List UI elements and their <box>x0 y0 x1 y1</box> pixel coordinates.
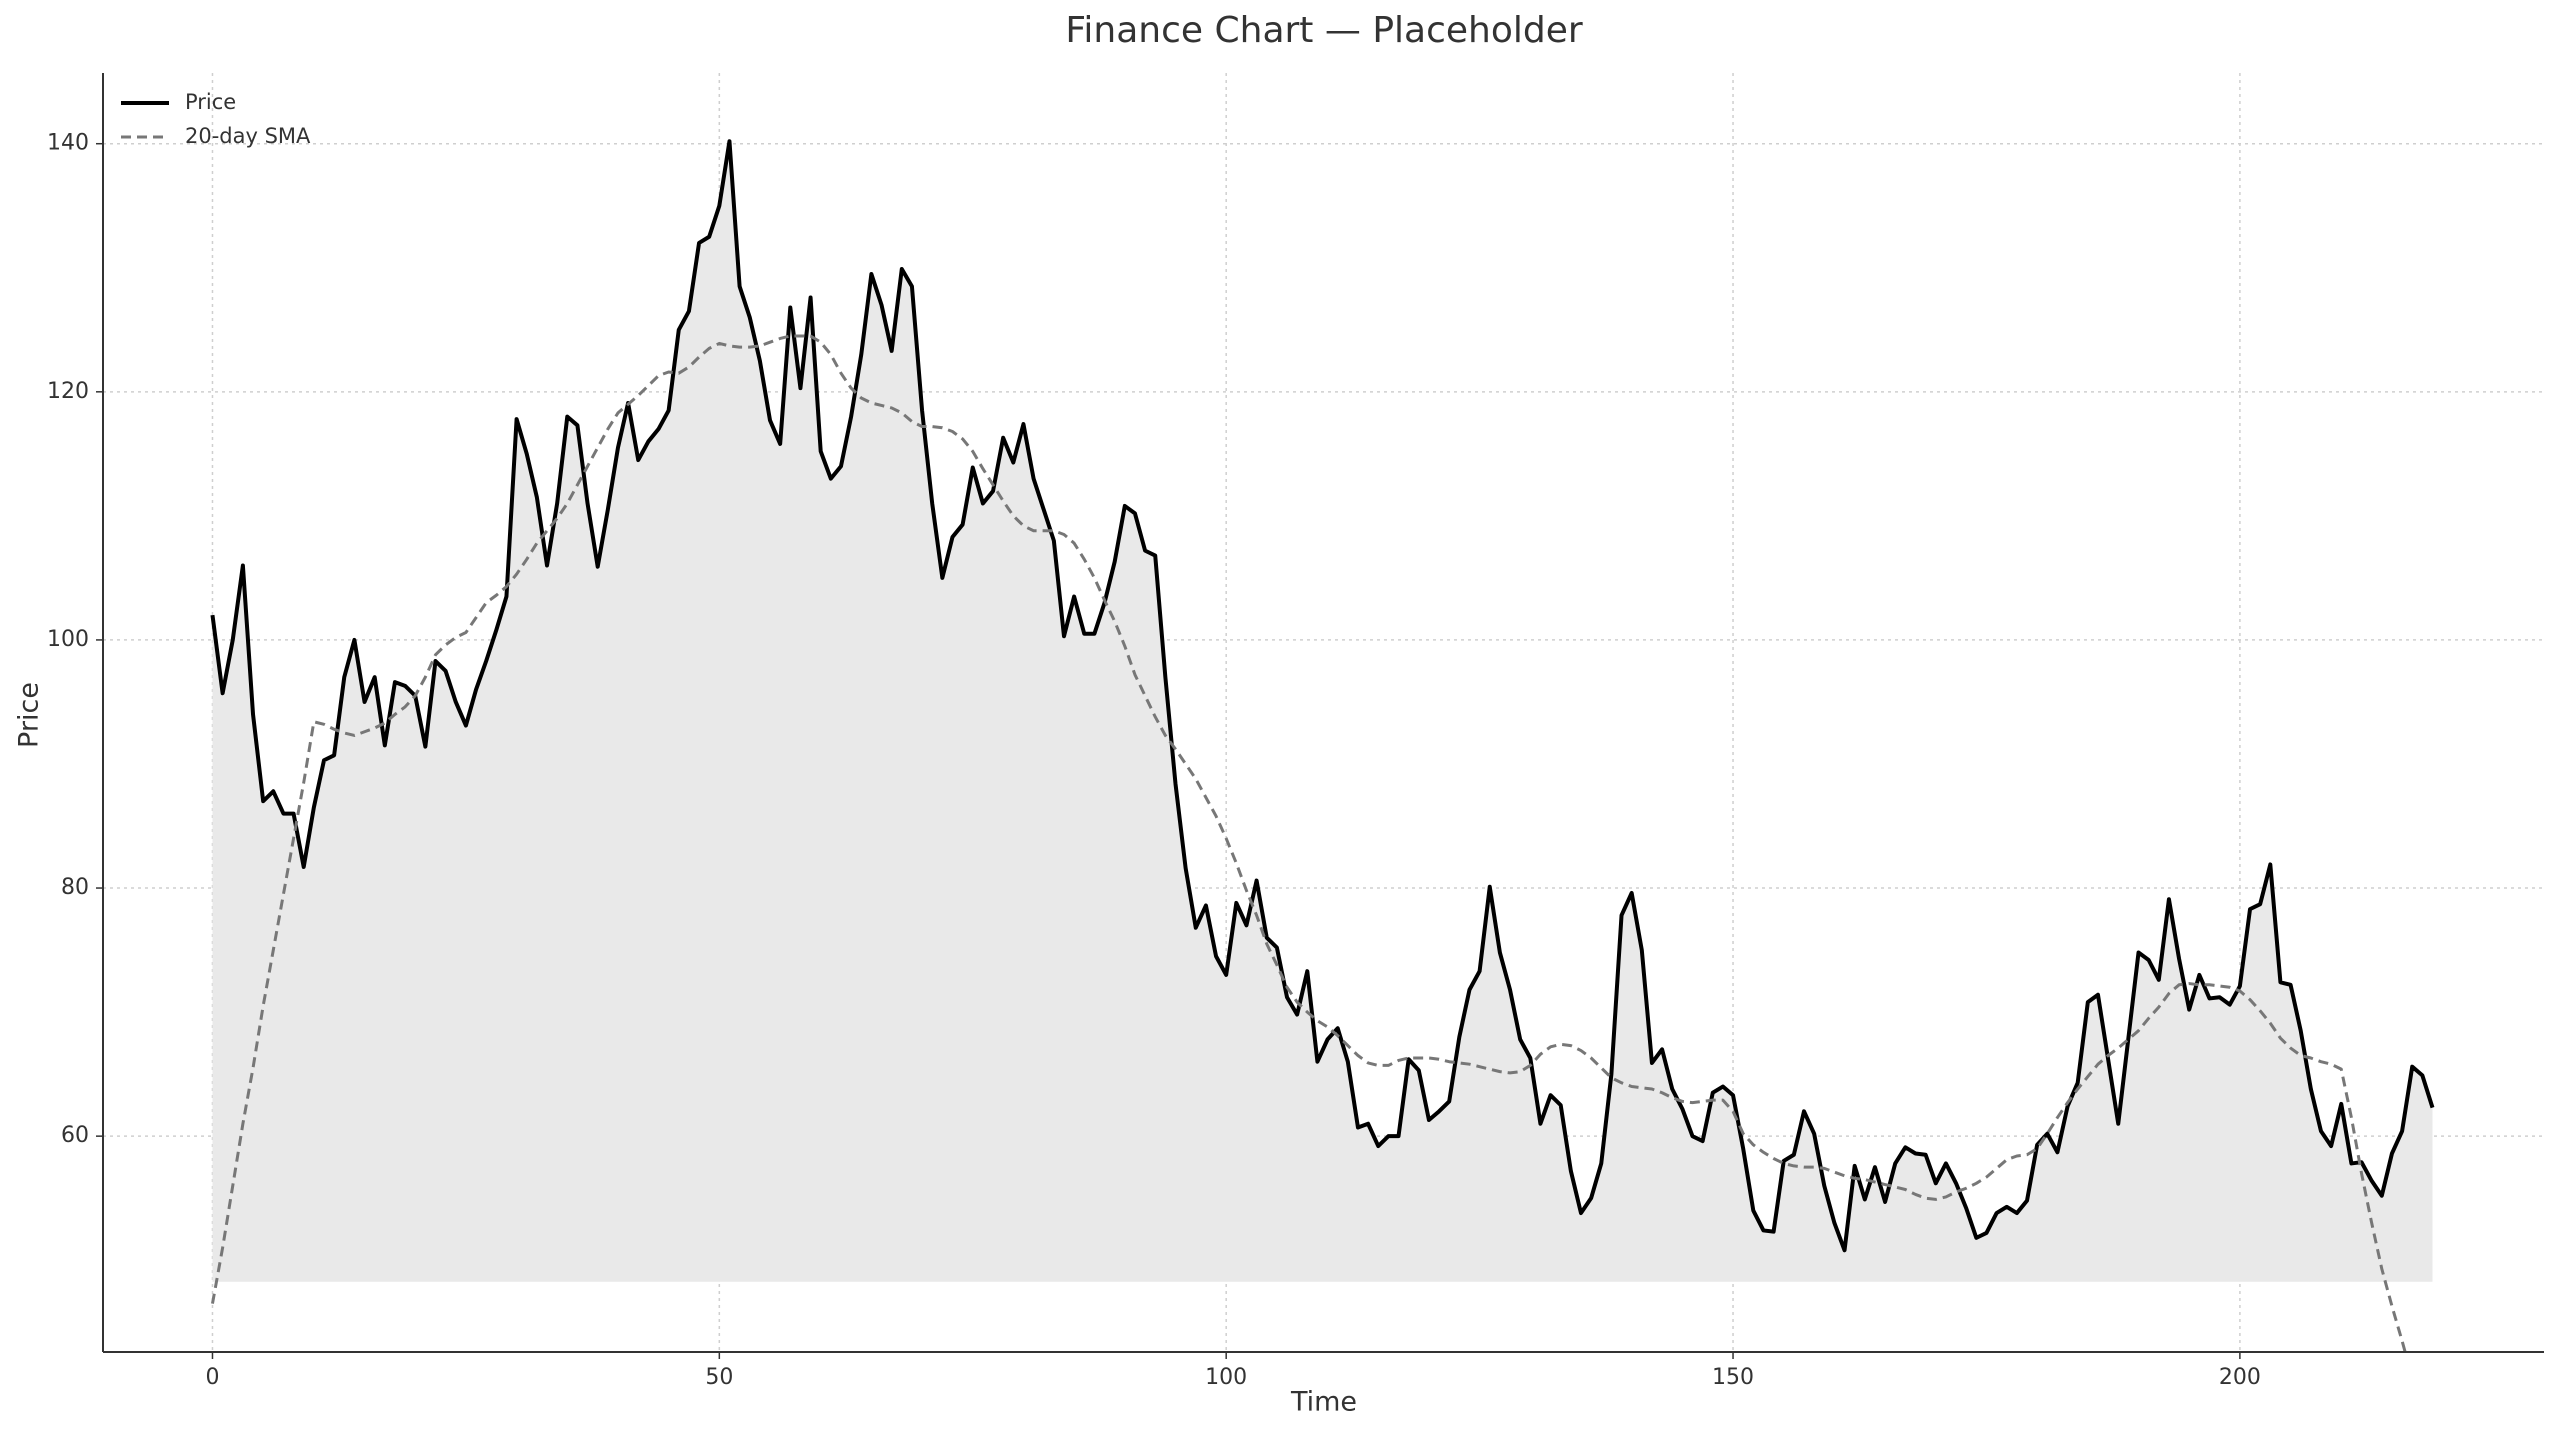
chart-title: Finance Chart — Placeholder <box>1065 10 1583 51</box>
x-tick-label: 0 <box>205 1365 219 1390</box>
y-tick-label: 120 <box>47 379 89 404</box>
y-tick-label: 100 <box>47 627 89 652</box>
x-tick-label: 100 <box>1205 1365 1247 1390</box>
price-line <box>210 139 2435 1253</box>
y-tick-label: 80 <box>61 875 89 900</box>
y-tick-label: 140 <box>47 131 89 156</box>
y-axis-label: Price <box>14 682 45 748</box>
legend-label: 20-day SMA <box>185 124 311 148</box>
x-tick-label: 50 <box>705 1365 733 1390</box>
x-axis-label: Time <box>1290 1387 1357 1418</box>
area-fill <box>212 141 2433 1282</box>
y-tick-label: 60 <box>61 1123 89 1148</box>
plot-area <box>210 139 2435 1352</box>
x-tick-label: 200 <box>2219 1365 2261 1390</box>
legend-label: Price <box>185 90 236 114</box>
legend: Price 20-day SMA <box>121 90 311 148</box>
x-tick-label: 150 <box>1712 1365 1754 1390</box>
sma-line <box>211 334 2407 1352</box>
